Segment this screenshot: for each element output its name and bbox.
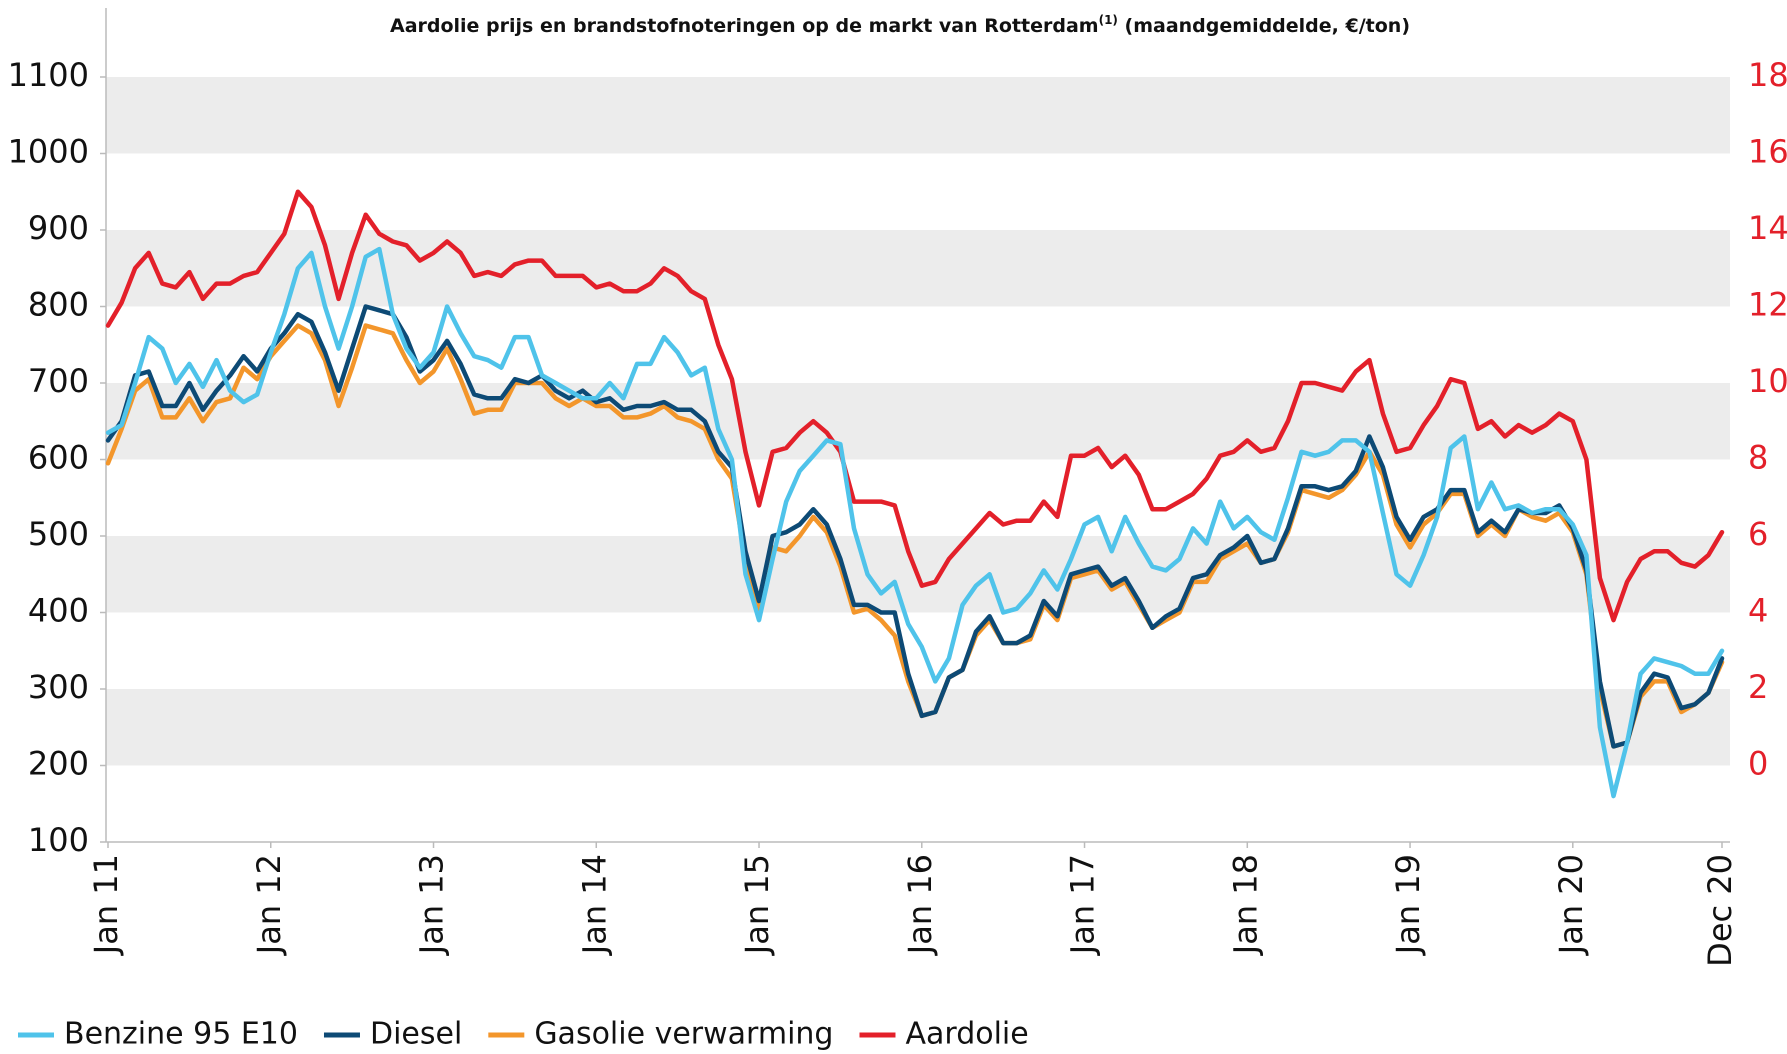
legend-label: Gasolie verwarming	[534, 1017, 833, 1052]
y2-tick-label: 2	[1748, 668, 1768, 706]
y-tick-label: 400	[28, 592, 89, 630]
title-suffix: (maandgemiddelde, €/ton)	[1118, 15, 1410, 37]
series-line	[105, 246, 1725, 799]
series-line	[105, 304, 1725, 749]
x-tick-label: Jan 13	[413, 854, 451, 956]
x-tick-label: Jan 11	[87, 854, 125, 956]
y-tick-label: 900	[28, 209, 89, 247]
y2-tick-label: 6	[1748, 515, 1768, 553]
title-main: Aardolie prijs en brandstofnoteringen op…	[390, 15, 1099, 37]
x-tick-label: Jan 18	[1226, 854, 1264, 956]
y-tick-label: 1000	[8, 133, 89, 171]
y-tick-label: 300	[28, 668, 89, 706]
chart-title: Aardolie prijs en brandstofnoteringen op…	[390, 13, 1410, 37]
y2-tick-label: 0	[1748, 745, 1768, 783]
title-footnote: (1)	[1099, 13, 1118, 27]
y2-tick-label: 10	[1748, 362, 1787, 400]
y-tick-label: 500	[28, 515, 89, 553]
x-tick-label: Jan 19	[1389, 854, 1427, 956]
legend-label: Diesel	[370, 1017, 462, 1052]
y-tick-label: 1100	[8, 56, 89, 94]
x-tick-label: Dec 20	[1701, 854, 1739, 967]
y2-tick-label: 16	[1748, 133, 1787, 171]
series-line	[105, 189, 1725, 623]
legend-label: Aardolie	[905, 1017, 1028, 1052]
x-tick-label: Jan 14	[575, 854, 613, 956]
y2-tick-label: 4	[1748, 592, 1768, 630]
legend-label: Benzine 95 E10	[64, 1017, 298, 1052]
y-tick-label: 700	[28, 362, 89, 400]
grid-band	[106, 230, 1730, 307]
grid-band	[106, 77, 1730, 154]
y2-tick-label: 12	[1748, 286, 1787, 324]
x-tick-label: Jan 20	[1552, 854, 1590, 956]
y-tick-label: 600	[28, 439, 89, 477]
y2-tick-label: 18	[1748, 56, 1787, 94]
x-tick-label: Jan 17	[1064, 854, 1102, 956]
x-tick-label: Jan 16	[901, 854, 939, 956]
grid-band	[106, 383, 1730, 460]
y-tick-label: 800	[28, 286, 89, 324]
y2-tick-label: 8	[1748, 439, 1768, 477]
y-tick-label: 200	[28, 745, 89, 783]
y2-tick-label: 14	[1748, 209, 1787, 247]
y-tick-label: 100	[28, 821, 89, 859]
x-tick-label: Jan 15	[738, 854, 776, 956]
x-tick-label: Jan 12	[250, 854, 288, 956]
